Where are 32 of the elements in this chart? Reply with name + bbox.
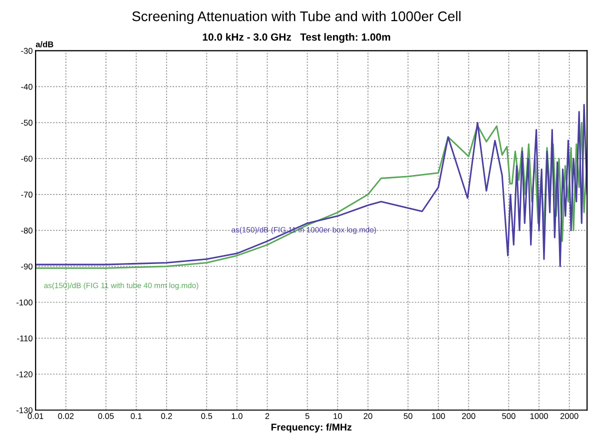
y-axis-title: a/dB — [36, 41, 54, 48]
y-tick-label: -100 — [16, 300, 32, 306]
x-tick-label: 2 — [265, 413, 270, 419]
y-tick-label: -70 — [21, 192, 32, 198]
x-axis-title: Frequency: f/MHz — [271, 423, 352, 433]
y-tick-label: -130 — [16, 407, 32, 414]
y-tick-label: -80 — [21, 228, 32, 234]
y-tick-label: -60 — [21, 156, 32, 162]
x-tick-label: 1.0 — [232, 413, 242, 420]
x-tick-label: 20 — [364, 413, 372, 420]
x-tick-label: 500 — [502, 413, 516, 420]
x-tick-label: 50 — [404, 413, 412, 420]
x-tick-label: 0.2 — [161, 413, 172, 420]
y-tick-label: -110 — [17, 335, 32, 342]
x-tick-label: 0.01 — [28, 413, 44, 420]
x-tick-label: 10 — [334, 413, 342, 420]
y-tick-label: -30 — [21, 48, 32, 54]
x-tick-label: 200 — [462, 413, 476, 420]
y-tick-label: -50 — [21, 120, 32, 126]
x-tick-label: 0.02 — [58, 413, 74, 420]
y-tick-label: -90 — [21, 264, 32, 270]
x-tick-label: 0.05 — [98, 413, 114, 420]
x-tick-label: 2000 — [560, 413, 578, 420]
x-tick-label: 100 — [432, 413, 445, 420]
x-tick-label: 0.5 — [201, 413, 212, 420]
chart-subtitle: 10.0 kHz - 3.0 GHz Test length: 1.00m — [202, 33, 390, 43]
y-tick-label: -40 — [21, 84, 32, 90]
x-tick-label: 0.1 — [130, 413, 142, 420]
x-tick-label: 1000 — [530, 413, 548, 420]
chart-title: Screening Attenuation with Tube and with 1000er Cell — [132, 11, 460, 24]
x-tick-label: 5 — [305, 413, 310, 420]
y-tick-label: -120 — [16, 371, 32, 378]
